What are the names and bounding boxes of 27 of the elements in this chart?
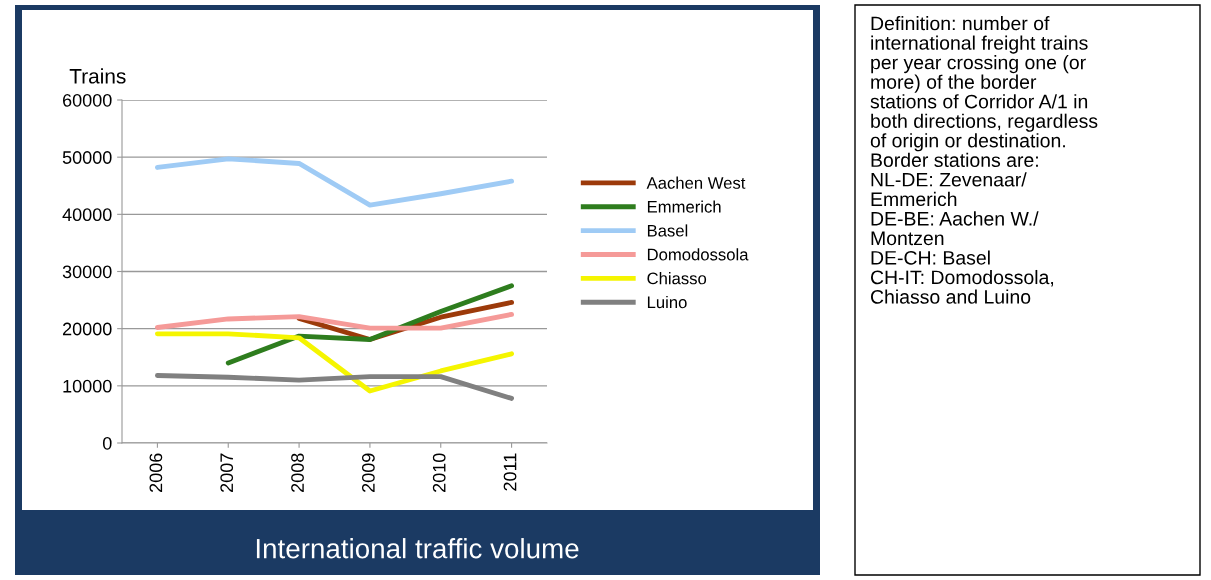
x-tick-label: 2011 [503, 453, 517, 491]
y-axis-title: Trains [69, 68, 126, 84]
legend-label: Emmerich [647, 200, 721, 213]
y-tick-label: 10000 [63, 379, 112, 393]
line-series [154, 311, 515, 331]
x-tick-label: 2006 [149, 453, 163, 492]
text: Definition: number of international freight trains per year crossing one (or more) of the border stations of Corridor A/1 in both directions, regardless of origin or destination. Border stations are: NL-DE: Zevenaar/ Emmerich DE-BE: Aachen W./ Montzen DE-CH: Basel CH-IT: Domodossola, Chiasso and Luino [870, 16, 1098, 304]
legend-label: Chiasso [647, 272, 707, 285]
line-series [154, 373, 515, 401]
y-tick-label: 30000 [62, 265, 112, 279]
legend-label: Basel [647, 224, 688, 237]
text: International traffic volume [256, 538, 579, 559]
x-tick-label: 2008 [291, 453, 304, 492]
x-tick-label: 2009 [361, 453, 375, 492]
y-tick-label: 50000 [62, 151, 112, 164]
line-series [154, 331, 515, 394]
x-tick-label: 2010 [432, 453, 446, 492]
y-tick-label: 60000 [62, 93, 112, 107]
x-tick-label: 2007 [220, 453, 234, 492]
legend-label: Luino [647, 295, 687, 309]
y-tick-label: 0 [102, 436, 112, 450]
line-series [225, 283, 515, 366]
y-tick-label: 20000 [62, 322, 112, 336]
y-tick-label: 40000 [62, 208, 112, 222]
line-series [154, 156, 515, 208]
legend-label: Aachen West [646, 176, 746, 189]
legend-label: Domodossola [647, 248, 749, 261]
